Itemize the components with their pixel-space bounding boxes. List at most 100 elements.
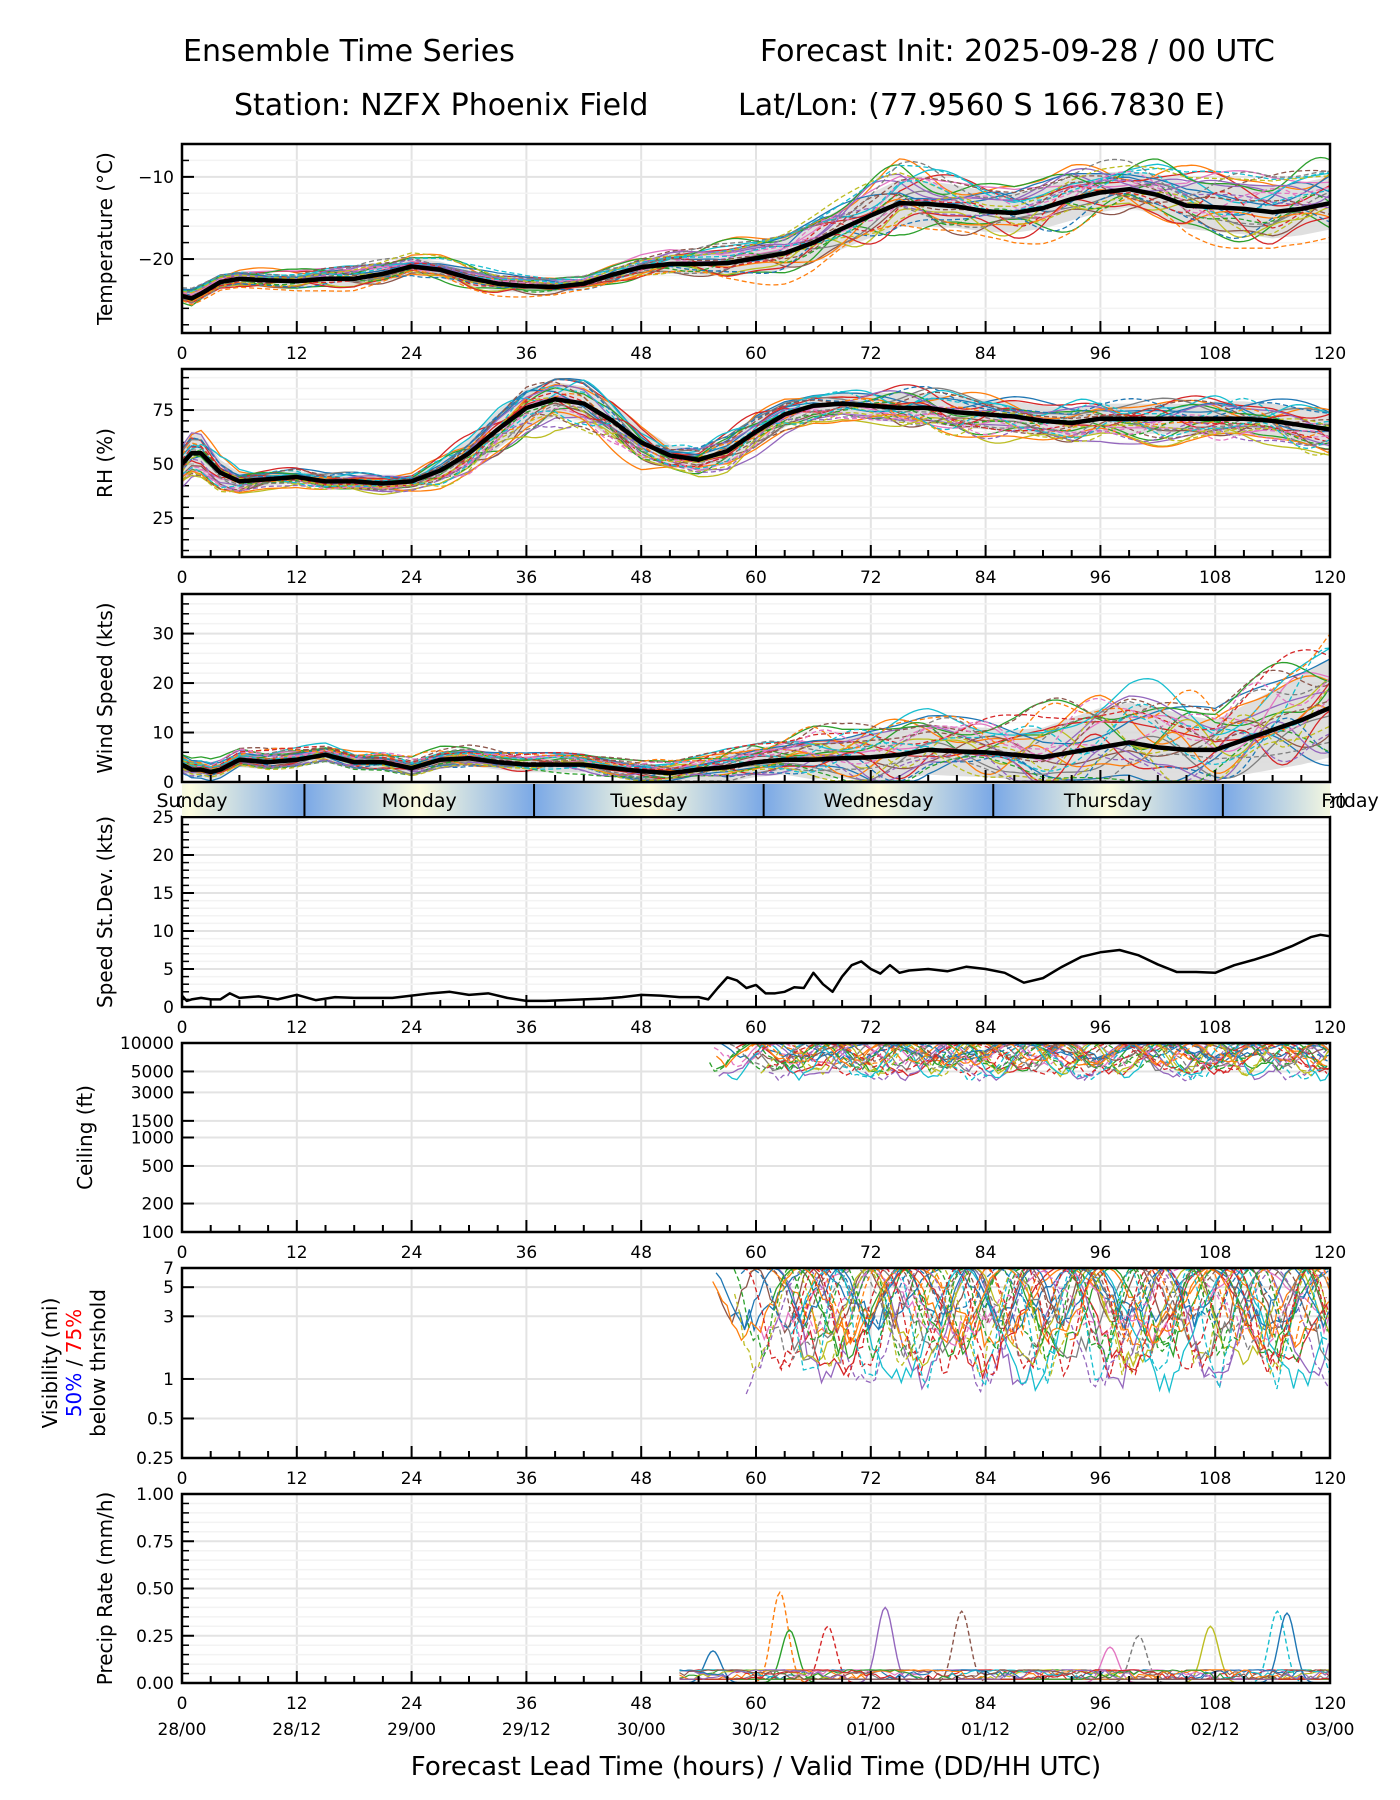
y-axis-label: Precip Rate (mm/h) xyxy=(93,1492,117,1686)
y-tick-label: 1 xyxy=(163,1370,174,1390)
x-tick-label: 12 xyxy=(286,344,308,364)
x-tick-label: 84 xyxy=(975,1243,997,1263)
x-tick-label: 36 xyxy=(516,1694,538,1714)
x-tick-label: 24 xyxy=(401,1694,423,1714)
x-tick-label: 72 xyxy=(860,1694,882,1714)
x-tick-label: 72 xyxy=(860,568,882,588)
x-tick-label: 84 xyxy=(975,568,997,588)
x-tick-label: 12 xyxy=(286,1694,308,1714)
x-tick-label: 108 xyxy=(1199,1694,1231,1714)
member-line xyxy=(782,1043,1329,1063)
y-tick-label: 500 xyxy=(142,1157,174,1177)
valid-time-label: 03/00 xyxy=(1306,1720,1355,1740)
x-tick-label: 108 xyxy=(1199,1018,1231,1038)
x-tick-label: 72 xyxy=(860,1243,882,1263)
y-tick-label: 1.00 xyxy=(136,1485,174,1505)
y-tick-label: 20 xyxy=(152,846,174,866)
station-name: Station: NZFX Phoenix Field xyxy=(234,88,649,123)
x-tick-label: 120 xyxy=(1314,1018,1346,1038)
member-line xyxy=(740,1268,1330,1333)
y-tick-label: 75 xyxy=(152,401,174,421)
x-tick-label: 0 xyxy=(177,1243,188,1263)
y-tick-label: 15 xyxy=(152,884,174,904)
axes-frame xyxy=(180,815,1332,1009)
member-line xyxy=(779,1268,1330,1380)
valid-time-label: 29/00 xyxy=(387,1720,436,1740)
x-tick-label: 120 xyxy=(1314,1243,1346,1263)
y-tick-label: 10 xyxy=(152,922,174,942)
x-tick-label: 84 xyxy=(975,1018,997,1038)
day-segment xyxy=(763,784,994,816)
y-axis-label: Ceiling (ft) xyxy=(73,1085,97,1190)
valid-time-label: 02/00 xyxy=(1076,1720,1125,1740)
valid-time-label: 30/12 xyxy=(732,1720,781,1740)
member-line xyxy=(182,179,1330,300)
x-tick-label: 96 xyxy=(1090,568,1112,588)
y-tick-label: 10 xyxy=(152,724,174,744)
x-tick-label: 24 xyxy=(401,344,423,364)
y-tick-label: 3000 xyxy=(131,1083,174,1103)
x-tick-label: 36 xyxy=(516,344,538,364)
axes-frame xyxy=(180,367,1332,559)
member-line xyxy=(760,1043,1330,1077)
day-segment xyxy=(534,784,764,816)
member-line xyxy=(792,1043,1329,1063)
x-tick-label: 108 xyxy=(1199,568,1231,588)
member-line xyxy=(182,677,1330,769)
valid-time-label: 01/12 xyxy=(961,1720,1010,1740)
x-tick-label: 12 xyxy=(286,1243,308,1263)
member-line xyxy=(182,697,1330,771)
member-line xyxy=(716,1043,1329,1072)
y-tick-label: 1000 xyxy=(131,1129,174,1149)
y-tick-label: 200 xyxy=(142,1195,174,1215)
x-tick-label: 24 xyxy=(401,568,423,588)
member-line xyxy=(722,1043,1330,1072)
ensemble-mean-line xyxy=(182,186,1330,301)
x-tick-label: 60 xyxy=(745,1694,767,1714)
y-tick-label: 5 xyxy=(163,1278,174,1298)
y-tick-label: 0.25 xyxy=(136,1449,174,1469)
x-tick-label: 48 xyxy=(630,344,652,364)
member-line xyxy=(182,158,1330,289)
panel-temperature: −10 −20 0 12 24 36 48 60 72 84 96 108 120 Temperature… xyxy=(93,142,1346,364)
member-line xyxy=(182,378,1330,480)
x-tick-label: 96 xyxy=(1090,1243,1112,1263)
day-label-tuesday: Tuesday xyxy=(609,790,687,812)
member-line xyxy=(182,170,1330,296)
station-latlon: Lat/Lon: (77.9560 S 166.7830 E) xyxy=(738,88,1226,123)
y-tick-label: 0.5 xyxy=(147,1409,174,1429)
member-line xyxy=(793,1268,1330,1390)
member-line xyxy=(182,400,1330,491)
y-tick-label: 20 xyxy=(152,674,174,694)
member-line xyxy=(709,1043,1328,1073)
valid-time-label: 28/00 xyxy=(158,1720,207,1740)
member-line xyxy=(182,164,1330,293)
member-line xyxy=(182,197,1330,306)
y-tick-label: −20 xyxy=(138,250,174,270)
y-tick-label: 0.25 xyxy=(136,1627,174,1647)
x-tick-label: 0 xyxy=(177,1469,188,1489)
y-tick-label: 5000 xyxy=(131,1062,174,1082)
panel-precip-rate: 0.00 0.25 0.50 0.75 1.00 0 12 24 36 48 60 72 84 96 108… xyxy=(93,1485,1346,1714)
axes-frame xyxy=(180,592,1332,784)
valid-time-label: 01/00 xyxy=(846,1720,895,1740)
x-tick-label: 72 xyxy=(860,1469,882,1489)
x-tick-label: 24 xyxy=(401,1243,423,1263)
x-tick-label: 12 xyxy=(286,568,308,588)
axes-frame xyxy=(180,1492,1332,1685)
x-tick-label: 60 xyxy=(745,568,767,588)
plot-area xyxy=(674,1590,1330,1683)
member-line xyxy=(182,687,1330,777)
x-tick-label: 120 xyxy=(1314,1694,1346,1714)
day-label-friday: Friday xyxy=(1321,790,1379,812)
member-line xyxy=(182,378,1330,480)
day-band: Sunday Monday Tuesday Wednesday Thursday Frid… xyxy=(156,784,1379,816)
x-tick-label: 72 xyxy=(860,344,882,364)
member-line xyxy=(744,1043,1330,1068)
x-tick-label: 84 xyxy=(975,1469,997,1489)
day-segment xyxy=(182,784,305,816)
panel-wind-speed: 010203001224364860728496108120Wind Speed… xyxy=(93,592,1346,813)
x-tick-label: 108 xyxy=(1199,1469,1231,1489)
x-tick-label: 48 xyxy=(630,1694,652,1714)
x-tick-label: 36 xyxy=(516,568,538,588)
